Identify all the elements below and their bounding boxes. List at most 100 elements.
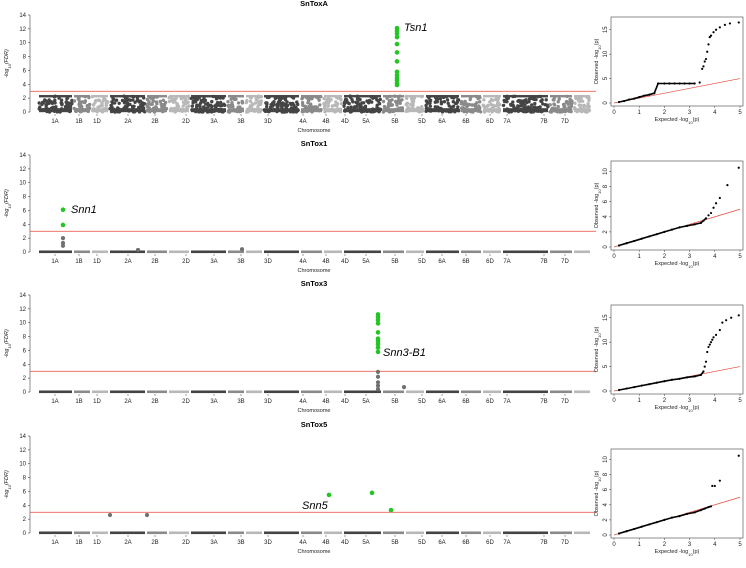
snp-point xyxy=(557,97,561,101)
snp-point xyxy=(570,101,574,105)
panel-title: SnToxA xyxy=(300,0,328,8)
snp-point xyxy=(522,99,526,103)
snp-band-top xyxy=(483,95,501,98)
snp-point xyxy=(93,99,98,103)
x-tick-label: 3A xyxy=(210,399,217,405)
qq-point xyxy=(638,96,641,99)
snp-band xyxy=(228,108,244,113)
x-tick-label: 0 xyxy=(612,542,616,548)
x-tick-label: 3 xyxy=(688,542,692,548)
snp-point xyxy=(114,98,119,102)
qq-point xyxy=(678,226,681,229)
qq-point xyxy=(713,484,716,488)
x-axis-title: Chromosome xyxy=(297,408,330,414)
snp-point xyxy=(41,101,45,105)
x-tick-label: 5B xyxy=(391,259,398,265)
panel-title: SnTox5 xyxy=(301,420,328,429)
significant-snp-point xyxy=(394,41,400,47)
snp-point xyxy=(357,97,361,101)
snp-point xyxy=(107,512,113,518)
x-tick-label: 7A xyxy=(503,259,510,265)
manhattan-panel-sntoxa: SnToxA 0 2 4 6 8 10 12 14 -log10(FDR) 1A 1B 1D 2A 2B 2D… xyxy=(4,0,596,134)
x-tick-label: 4 xyxy=(713,398,717,404)
snp-point xyxy=(199,98,203,103)
snp-point xyxy=(552,103,557,107)
snp-point xyxy=(46,101,51,105)
qq-point xyxy=(708,35,711,39)
qq-point xyxy=(699,509,703,512)
snp-point xyxy=(239,247,245,252)
x-tick-label: 1 xyxy=(638,542,642,548)
qq-point xyxy=(670,516,674,519)
snp-band xyxy=(301,108,322,113)
x-tick-label: 7D xyxy=(561,119,569,125)
x-tick-label: 6B xyxy=(462,399,469,405)
qq-point xyxy=(707,505,710,509)
qq-point xyxy=(678,377,681,380)
x-tick-label: 5 xyxy=(738,398,742,404)
snp-point xyxy=(191,101,195,105)
snp-point xyxy=(488,100,492,104)
snp-point xyxy=(144,512,150,518)
snp-point xyxy=(424,103,428,108)
snp-point xyxy=(375,374,381,379)
qq-point xyxy=(737,314,740,317)
snp-point xyxy=(577,99,581,103)
y-tick-label: 4 xyxy=(23,222,27,228)
qq-frame xyxy=(610,448,744,539)
snp-point xyxy=(149,102,153,106)
snp-point xyxy=(505,100,509,104)
qq-point xyxy=(693,82,696,85)
qq-point xyxy=(714,28,718,31)
snp-point xyxy=(100,101,104,106)
snp-point xyxy=(451,104,456,109)
snp-point xyxy=(481,103,485,107)
qq-point xyxy=(622,99,626,103)
snp-point xyxy=(428,104,432,108)
snp-point xyxy=(122,101,127,105)
snp-point xyxy=(420,105,424,109)
y-tick-label: 14 xyxy=(19,293,26,299)
snp-point xyxy=(189,96,194,101)
y-tick-label: 10 xyxy=(19,41,26,47)
x-tick-label: 4A xyxy=(299,259,306,265)
snp-point xyxy=(389,98,393,103)
x-tick-label: 6A xyxy=(438,259,445,265)
snp-point xyxy=(446,101,450,106)
snp-point xyxy=(128,102,132,107)
gene-label: Snn3-B1 xyxy=(383,347,426,359)
y-tick-label: 4 xyxy=(23,503,27,509)
significant-snp-point xyxy=(369,490,375,496)
qq-point xyxy=(640,237,643,240)
snp-point xyxy=(312,105,317,109)
qq-point xyxy=(633,385,636,389)
qq-points-band xyxy=(618,371,705,391)
x-tick-label: 2D xyxy=(182,119,190,125)
snp-point xyxy=(556,100,560,104)
snp-band xyxy=(147,531,167,535)
y-tick-label: 5 xyxy=(603,76,609,80)
snp-point xyxy=(339,102,344,106)
snp-band xyxy=(324,250,342,254)
y-tick-label: 10 xyxy=(603,168,609,175)
snp-point xyxy=(79,105,83,109)
snp-point xyxy=(125,101,130,105)
snp-point xyxy=(459,100,464,104)
x-tick-label: 5D xyxy=(418,399,426,405)
snp-point xyxy=(292,103,296,107)
qq-point xyxy=(617,532,621,535)
snp-point xyxy=(306,98,311,102)
snp-point xyxy=(532,105,536,110)
snp-point xyxy=(410,99,415,103)
x-tick-label: 3B xyxy=(237,540,244,546)
snp-point xyxy=(381,99,386,104)
snp-point xyxy=(174,96,178,101)
snp-point xyxy=(375,387,381,392)
significant-snp-point xyxy=(394,34,400,40)
x-tick-label: 3B xyxy=(237,259,244,265)
x-tick-label: 4D xyxy=(341,119,349,125)
snp-band xyxy=(228,250,244,254)
snp-point xyxy=(222,102,226,106)
snp-point xyxy=(258,102,263,107)
